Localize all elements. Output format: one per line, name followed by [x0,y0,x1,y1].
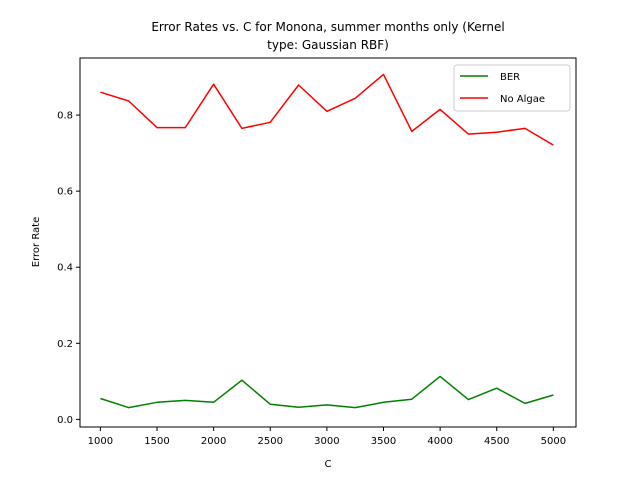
y-tick-label: 0.8 [57,111,73,122]
x-axis-label: C [325,459,332,470]
x-tick-label: 1000 [88,436,113,447]
plot-frame [79,57,577,428]
legend-label-ber: BER [500,72,520,83]
x-axis-ticks: 1000 1500 2000 2500 3000 3500 4000 4500 5000 [88,427,566,447]
y-tick-label: 0.0 [57,415,73,426]
chart-title-line-2: type: Gaussian RBF) [267,38,389,52]
x-tick-label: 4500 [484,436,509,447]
series-line-no-algae [100,73,554,146]
x-tick-label: 2000 [201,436,226,447]
x-tick-label: 4000 [427,436,452,447]
x-tick-label: 1500 [144,436,169,447]
y-tick-label: 0.2 [57,339,73,350]
y-tick-label: 0.4 [57,263,73,274]
chart-title-line-1: Error Rates vs. C for Monona, summer mon… [151,20,504,34]
y-tick-label: 0.6 [57,187,73,198]
legend: BER No Algae [453,64,571,112]
series-line-ber [100,375,554,409]
series-layer [100,73,554,409]
legend-label-no-algae: No Algae [500,94,545,105]
x-tick-label: 3500 [371,436,396,447]
y-axis-label: Error Rate [31,217,42,267]
x-tick-label: 5000 [541,436,566,447]
x-tick-label: 2500 [258,436,283,447]
x-tick-label: 3000 [314,436,339,447]
y-axis-ticks: 0.0 0.2 0.4 0.6 0.8 [57,111,80,426]
